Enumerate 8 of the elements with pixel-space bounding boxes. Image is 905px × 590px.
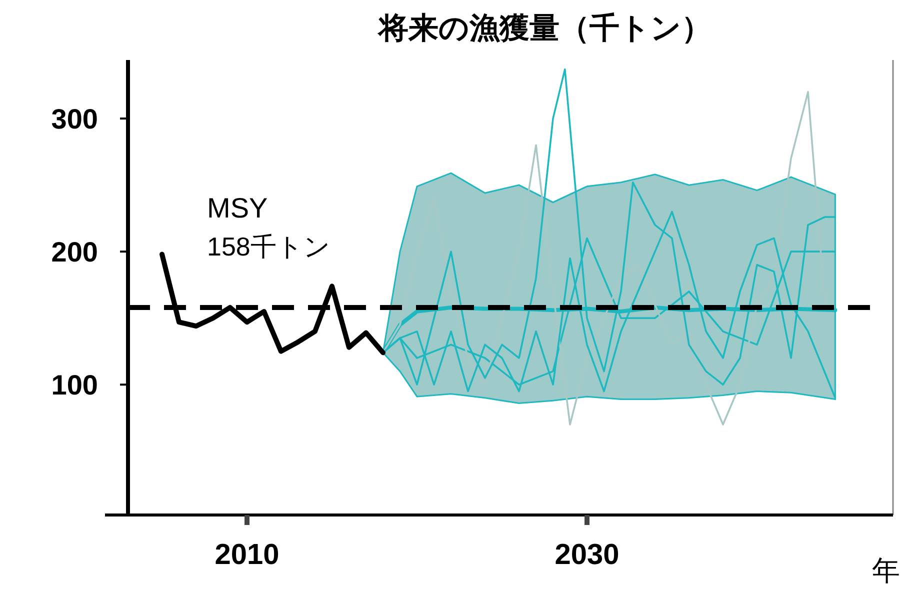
chart-title: 将来の漁獲量（千トン）	[376, 11, 712, 46]
ref-line-label: MSY 158千トン	[207, 192, 330, 262]
y-tick-label: 100	[51, 369, 98, 400]
y-tick-label: 200	[51, 236, 98, 268]
x-tick-label: 2010	[214, 539, 280, 571]
x-tick-label: 2030	[554, 539, 620, 571]
y-tick-label: 300	[51, 103, 98, 134]
x-axis-title: 年	[872, 554, 900, 587]
